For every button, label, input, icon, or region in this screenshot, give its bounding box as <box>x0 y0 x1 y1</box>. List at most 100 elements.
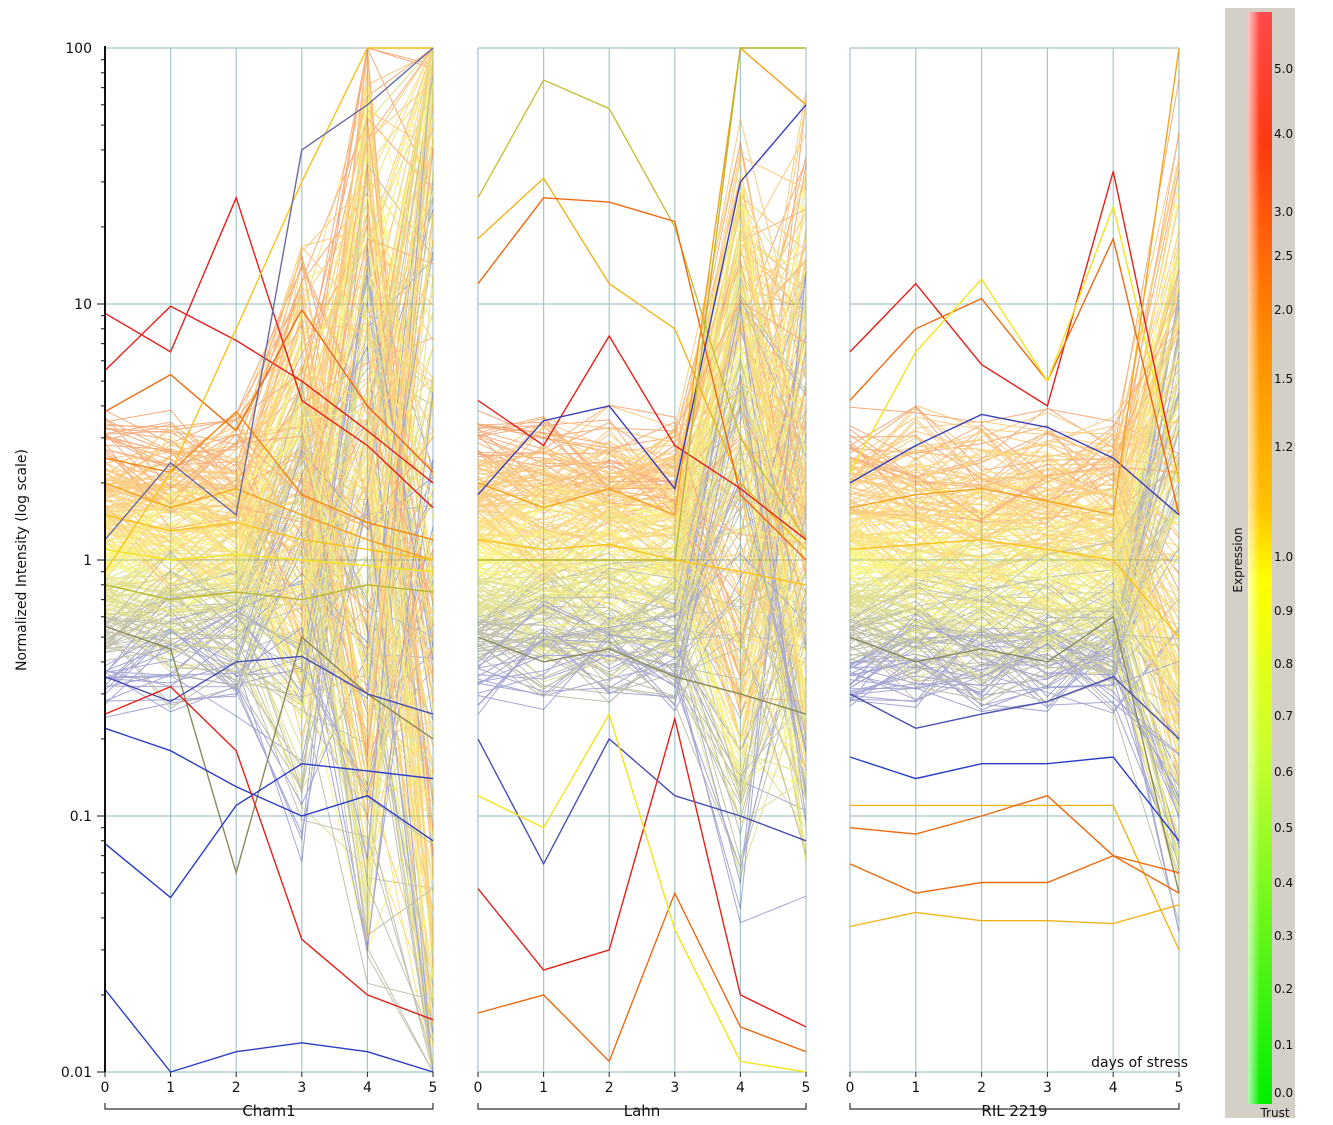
profile-line <box>104 389 434 858</box>
profile-line <box>849 594 1180 882</box>
color-legend-title: Expression <box>1231 527 1245 592</box>
profile-line <box>477 306 807 819</box>
profile-line <box>104 294 434 504</box>
profile-line <box>849 253 1180 537</box>
profile-line <box>477 359 807 646</box>
profile-line <box>849 544 1180 688</box>
profile-line <box>104 456 434 811</box>
series-line <box>849 615 1180 894</box>
profile-line <box>477 606 807 753</box>
profile-line <box>104 392 434 952</box>
profile-line <box>477 344 807 690</box>
series-line <box>849 171 1180 484</box>
profile-line <box>477 352 807 654</box>
profile-line <box>104 215 434 924</box>
series-line <box>477 104 807 496</box>
profile-line <box>849 525 1180 790</box>
panel-label: Cham1 <box>242 1102 295 1120</box>
profile-line <box>477 272 807 909</box>
profile-line <box>104 621 434 1063</box>
profile-line <box>104 326 434 956</box>
profile-line <box>104 476 434 762</box>
y-tick-label: 10 <box>74 297 92 313</box>
profile-line <box>477 189 807 567</box>
series-line <box>104 727 434 842</box>
series-line <box>104 47 433 573</box>
x-tick-label: 0 <box>101 1080 110 1096</box>
profile-line <box>849 583 1180 739</box>
profile-line <box>849 638 1180 933</box>
color-legend-fade <box>1248 12 1272 1104</box>
profile-line <box>477 483 807 707</box>
x-tick-label: 2 <box>232 1080 241 1096</box>
color-legend-tick-label: 0.0 <box>1274 1086 1293 1100</box>
profile-line <box>477 574 807 824</box>
series-line <box>104 685 434 1021</box>
profile-line <box>849 613 1180 806</box>
profile-line <box>477 260 807 630</box>
x-tick-label: 1 <box>911 1080 920 1096</box>
density-bundle <box>477 91 807 924</box>
profile-line <box>477 510 807 772</box>
profile-line <box>849 156 1180 518</box>
profile-line <box>477 228 807 670</box>
profile-line <box>477 177 807 580</box>
x-tick-label: 3 <box>670 1080 679 1096</box>
color-legend-tick-label: 2.0 <box>1274 303 1293 317</box>
profile-line <box>477 320 807 577</box>
profile-line <box>849 247 1180 590</box>
profile-line <box>849 493 1180 692</box>
profile-line <box>104 311 434 871</box>
panel-bracket <box>849 1103 1180 1110</box>
profile-line <box>477 444 807 796</box>
profile-line <box>477 426 807 511</box>
profile-line <box>849 460 1180 583</box>
x-tick-label: 4 <box>363 1080 372 1096</box>
profile-line <box>849 478 1180 614</box>
panel-series <box>849 47 1180 951</box>
color-legend-tick-label: 0.2 <box>1274 982 1293 996</box>
series-line <box>104 584 434 601</box>
x-tick-label: 4 <box>1109 1080 1118 1096</box>
profile-line <box>477 424 807 817</box>
panel-label: RIL 2219 <box>981 1102 1047 1120</box>
series-line <box>849 794 1180 894</box>
profile-line <box>477 256 807 605</box>
panel-label: Lahn <box>624 1102 661 1120</box>
profile-line <box>104 489 434 803</box>
profile-line <box>849 633 1180 681</box>
profile-line <box>477 198 807 572</box>
profile-line <box>477 475 807 776</box>
profile-line <box>849 406 1180 455</box>
color-legend-tick-label: 5.0 <box>1274 62 1293 76</box>
series-lines <box>104 46 1180 1073</box>
profile-line <box>477 293 807 648</box>
color-legend-tick-label: 0.4 <box>1274 876 1293 890</box>
color-legend-tick-label: 1.2 <box>1274 440 1293 454</box>
profile-line <box>477 420 807 677</box>
profile-line <box>477 543 807 775</box>
profile-line <box>104 119 434 576</box>
series-line <box>104 655 434 715</box>
profile-line <box>477 233 807 612</box>
y-tick-label: 0.01 <box>61 1065 92 1081</box>
profile-line <box>849 339 1180 686</box>
series-line <box>477 177 807 550</box>
series-line <box>477 334 807 541</box>
profile-line <box>477 371 807 550</box>
series-line <box>477 891 807 1063</box>
x-tick-label: 0 <box>474 1080 483 1096</box>
profile-line <box>849 592 1180 663</box>
profile-line <box>849 636 1180 707</box>
panel-bracket <box>104 1103 434 1110</box>
profile-line <box>477 662 807 924</box>
series-line <box>104 625 434 876</box>
x-tick-label: 4 <box>736 1080 745 1096</box>
series-line <box>850 804 1180 951</box>
series-line <box>849 904 1180 928</box>
x-tick-label: 3 <box>1043 1080 1052 1096</box>
profile-line <box>104 46 434 613</box>
profile-line <box>104 266 434 602</box>
profile-line <box>477 597 807 730</box>
profile-line <box>477 568 807 822</box>
